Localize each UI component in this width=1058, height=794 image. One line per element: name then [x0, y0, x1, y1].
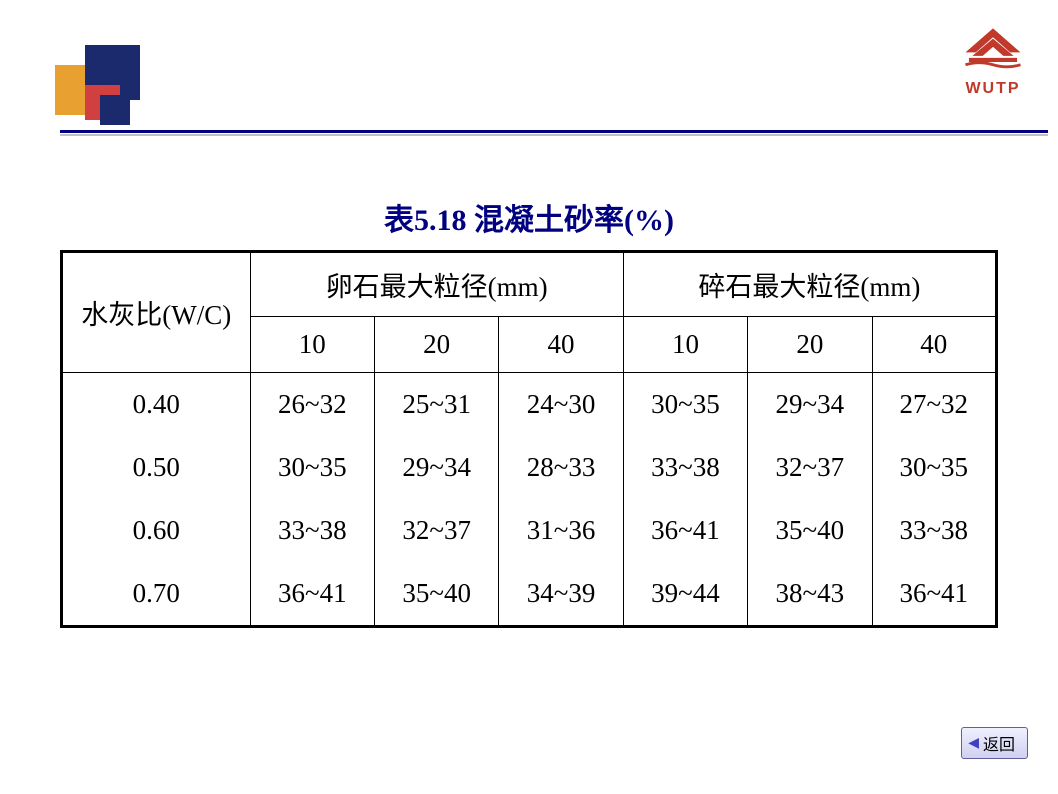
table-row: 0.70 36~41 35~40 34~39 39~44 38~43 36~41 — [62, 562, 997, 627]
header-line — [60, 130, 1048, 133]
cell: 38~43 — [748, 562, 872, 627]
table-row: 0.50 30~35 29~34 28~33 33~38 32~37 30~35 — [62, 436, 997, 499]
sub-header: 20 — [374, 317, 498, 373]
cell: 33~38 — [250, 499, 374, 562]
table-row: 0.60 33~38 32~37 31~36 36~41 35~40 33~38 — [62, 499, 997, 562]
cell: 33~38 — [872, 499, 996, 562]
cell: 39~44 — [623, 562, 747, 627]
sub-header: 40 — [499, 317, 623, 373]
wutp-logo: WUTP — [948, 18, 1038, 98]
cell: 29~34 — [748, 373, 872, 437]
decorative-squares — [55, 35, 155, 135]
back-button-label: 返回 — [983, 731, 1015, 755]
cell: 30~35 — [872, 436, 996, 499]
sub-header: 10 — [250, 317, 374, 373]
sub-header: 40 — [872, 317, 996, 373]
row-label: 0.50 — [62, 436, 251, 499]
square-navy-small — [100, 95, 130, 125]
back-arrow-icon: ◀ — [968, 735, 979, 752]
sub-header: 20 — [748, 317, 872, 373]
cell: 36~41 — [250, 562, 374, 627]
cell: 35~40 — [748, 499, 872, 562]
cell: 30~35 — [623, 373, 747, 437]
cell: 31~36 — [499, 499, 623, 562]
cell: 24~30 — [499, 373, 623, 437]
cell: 36~41 — [872, 562, 996, 627]
sand-rate-table: 水灰比(W/C) 卵石最大粒径(mm) 碎石最大粒径(mm) 10 20 40 … — [60, 250, 998, 628]
cell: 32~37 — [374, 499, 498, 562]
row-label: 0.70 — [62, 562, 251, 627]
cell: 33~38 — [623, 436, 747, 499]
cell: 28~33 — [499, 436, 623, 499]
page-title: 表5.18 混凝土砂率(%) — [0, 195, 1058, 239]
cell: 35~40 — [374, 562, 498, 627]
cell: 32~37 — [748, 436, 872, 499]
logo-icon — [958, 18, 1028, 73]
table-header-row-1: 水灰比(W/C) 卵石最大粒径(mm) 碎石最大粒径(mm) — [62, 252, 997, 317]
logo-text: WUTP — [948, 80, 1038, 98]
table-row: 0.40 26~32 25~31 24~30 30~35 29~34 27~32 — [62, 373, 997, 437]
cell: 27~32 — [872, 373, 996, 437]
cell: 26~32 — [250, 373, 374, 437]
row-label: 0.60 — [62, 499, 251, 562]
sand-rate-table-container: 水灰比(W/C) 卵石最大粒径(mm) 碎石最大粒径(mm) 10 20 40 … — [60, 250, 998, 628]
cell: 25~31 — [374, 373, 498, 437]
cell: 29~34 — [374, 436, 498, 499]
header-line-shadow — [60, 134, 1048, 136]
group-header-gravel: 碎石最大粒径(mm) — [623, 252, 996, 317]
back-button[interactable]: ◀ 返回 — [961, 727, 1028, 759]
cell: 34~39 — [499, 562, 623, 627]
sub-header: 10 — [623, 317, 747, 373]
row-label: 0.40 — [62, 373, 251, 437]
cell: 36~41 — [623, 499, 747, 562]
group-header-pebble: 卵石最大粒径(mm) — [250, 252, 623, 317]
cell: 30~35 — [250, 436, 374, 499]
row-header-cell: 水灰比(W/C) — [62, 252, 251, 373]
